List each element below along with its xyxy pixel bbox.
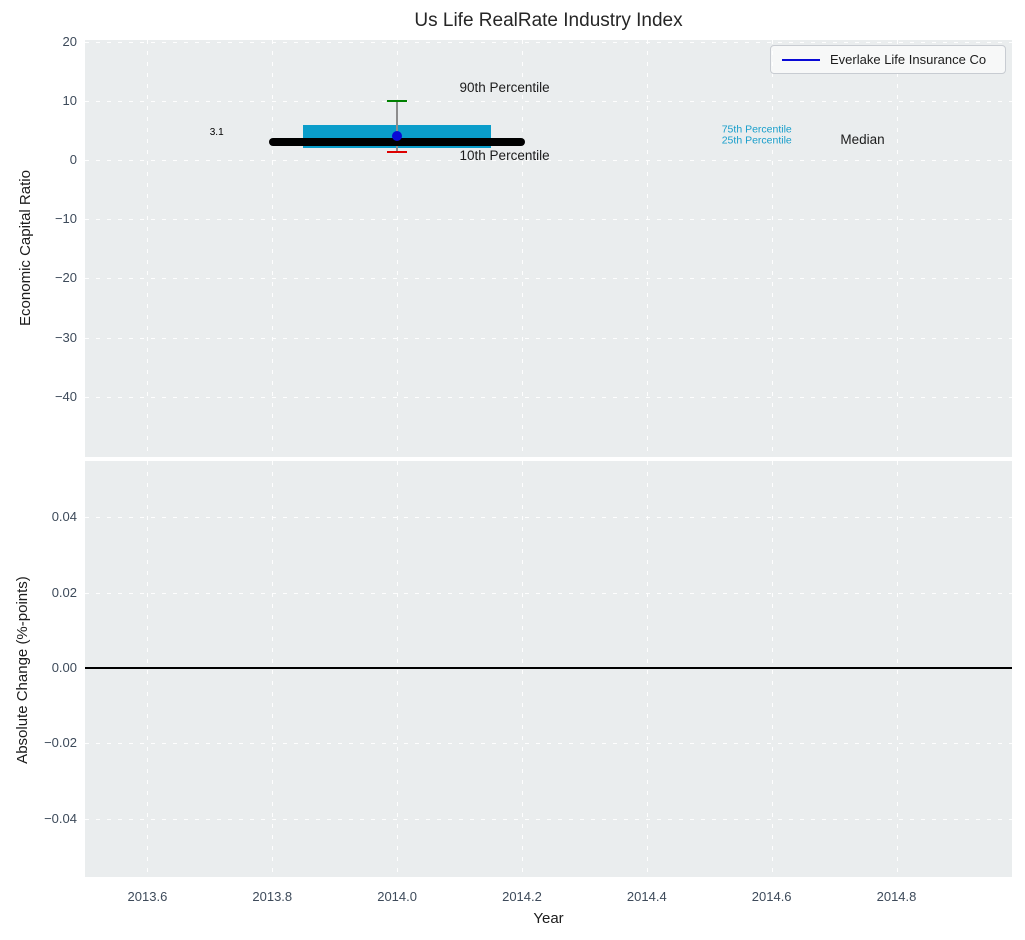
gridline-y (85, 219, 1012, 221)
gridline-x (147, 40, 149, 457)
gridline-y (85, 743, 1012, 745)
gridline-y (85, 160, 1012, 162)
legend[interactable]: Everlake Life Insurance Co (770, 45, 1006, 74)
gridline-x (896, 40, 898, 457)
whisker-line (396, 100, 398, 152)
annotation-median-value: 3.1 (209, 126, 224, 138)
y-tick-label: −20 (54, 270, 77, 286)
x-axis-label: Year (533, 910, 564, 927)
annotation-25th-percentile: 25th Percentile (721, 134, 792, 147)
gridline-x (646, 40, 648, 457)
legend-label: Everlake Life Insurance Co (830, 52, 987, 67)
company-data-point (392, 130, 403, 141)
annotation-10th-percentile: 10th Percentile (459, 147, 550, 163)
cap-10th-percentile (387, 150, 408, 154)
y-tick-label: 0.00 (51, 660, 77, 676)
annotation-75th-percentile: 75th Percentile (721, 123, 792, 136)
y-tick-label: −0.02 (44, 735, 77, 751)
bottom-plot-area (85, 461, 1012, 877)
y-axis-label-top: Economic Capital Ratio (17, 170, 34, 326)
y-tick-label: −10 (54, 211, 77, 227)
y-tick-label: 0.04 (51, 509, 77, 525)
gridline-x (771, 40, 773, 457)
gridline-y (85, 337, 1012, 339)
x-tick-label: 2014.2 (502, 889, 542, 904)
y-tick-label: 20 (62, 33, 77, 49)
gridline-y (85, 396, 1012, 398)
x-tick-label: 2013.6 (127, 889, 168, 904)
legend-line-swatch (782, 58, 820, 61)
gridline-x (521, 40, 523, 457)
gridline-x (397, 40, 399, 457)
top-plot-area: 90th Percentile 10th Percentile 75th Perce… (85, 40, 1012, 457)
x-tick-label: 2014.8 (876, 889, 917, 904)
x-tick-label: 2013.8 (252, 889, 293, 904)
cap-90th-percentile (387, 99, 408, 103)
median-bar (269, 137, 526, 146)
x-tick-label: 2014.0 (377, 889, 417, 904)
y-tick-label: 0.02 (51, 584, 77, 600)
x-tick-label: 2014.4 (626, 889, 667, 904)
gridline-y (85, 100, 1012, 102)
zero-line (85, 667, 1012, 670)
y-tick-label: 0 (69, 152, 77, 168)
y-tick-label: −40 (54, 388, 77, 404)
gridline-y (85, 818, 1012, 820)
gridline-x (272, 40, 274, 457)
gridline-y (85, 41, 1012, 43)
gridline-y (85, 517, 1012, 519)
chart-title: Us Life RealRate Industry Index (414, 10, 683, 31)
gridline-y (85, 278, 1012, 280)
annotation-median: Median (840, 131, 885, 147)
gridline-y (85, 592, 1012, 594)
y-tick-label: −30 (54, 329, 77, 345)
y-tick-label: −0.04 (44, 810, 77, 826)
x-tick-label: 2014.6 (751, 889, 792, 904)
y-axis-label-bottom: Absolute Change (%-points) (14, 576, 31, 764)
annotation-90th-percentile: 90th Percentile (459, 79, 550, 95)
y-tick-label: 10 (62, 92, 77, 108)
